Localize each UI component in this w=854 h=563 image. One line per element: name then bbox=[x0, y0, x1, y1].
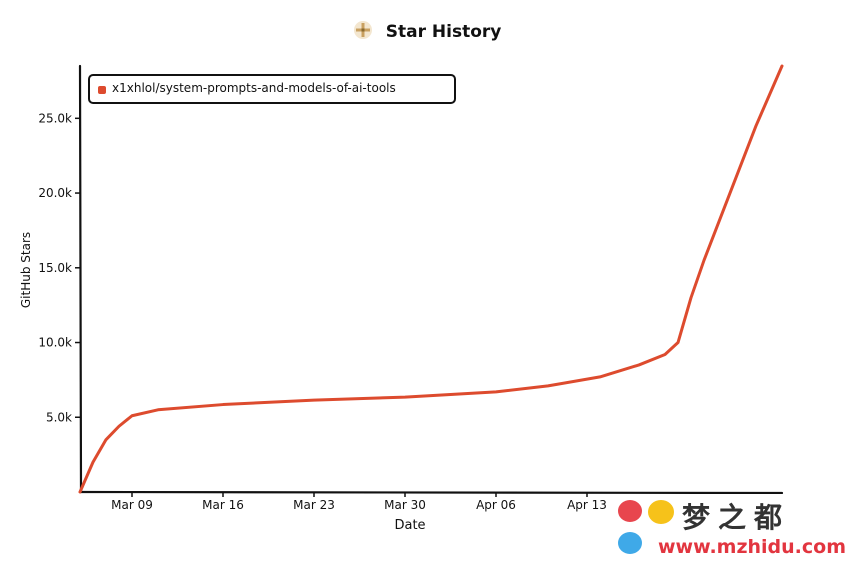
y-axis-line bbox=[78, 64, 83, 494]
y-tick-label: 5.0k bbox=[46, 410, 72, 424]
star-history-logo-icon bbox=[353, 20, 373, 44]
watermark-chinese-text: 梦之都 bbox=[682, 501, 791, 534]
x-tick-label: Mar 23 bbox=[293, 498, 335, 512]
y-tick-label: 25.0k bbox=[38, 111, 72, 125]
y-tick-label: 10.0k bbox=[38, 336, 72, 350]
y-tick-label: 15.0k bbox=[38, 261, 72, 275]
watermark-blue-bubble-icon bbox=[618, 532, 642, 554]
watermark: 梦之都 www.mzhidu.com bbox=[612, 494, 854, 563]
chart-header: Star History bbox=[0, 20, 854, 44]
x-axis-title: Date bbox=[394, 518, 426, 533]
y-tick-label: 20.0k bbox=[38, 186, 72, 200]
x-tick-label: Mar 30 bbox=[384, 498, 426, 512]
watermark-url: www.mzhidu.com bbox=[658, 536, 847, 558]
legend-series-label: x1xhlol/system-prompts-and-models-of-ai-… bbox=[112, 81, 396, 95]
x-axis-line bbox=[78, 490, 784, 495]
legend-swatch bbox=[98, 86, 106, 94]
chart-legend: x1xhlol/system-prompts-and-models-of-ai-… bbox=[88, 74, 456, 104]
x-tick-label: Mar 09 bbox=[111, 498, 153, 512]
y-axis-title: GitHub Stars bbox=[19, 231, 33, 309]
x-tick-label: Apr 13 bbox=[567, 498, 607, 512]
x-tick-label: Mar 16 bbox=[202, 498, 244, 512]
watermark-red-bubble-icon bbox=[618, 500, 642, 522]
chart-title: Star History bbox=[385, 22, 502, 42]
x-tick-label: Apr 06 bbox=[476, 498, 516, 512]
series-line bbox=[78, 64, 784, 494]
watermark-yellow-bubble-icon bbox=[648, 500, 674, 524]
